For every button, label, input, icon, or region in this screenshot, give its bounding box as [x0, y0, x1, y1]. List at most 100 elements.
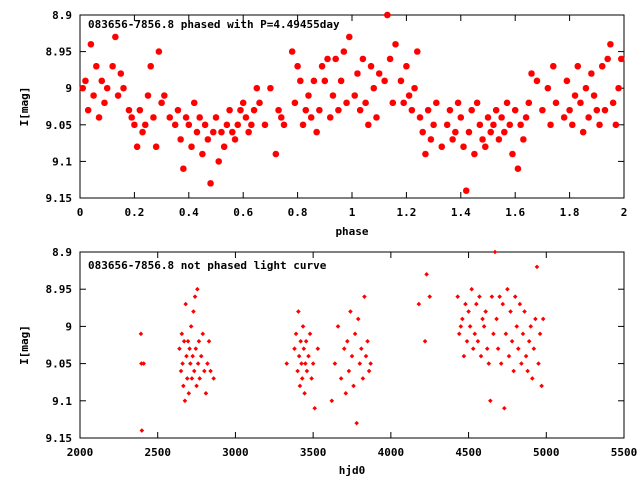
panel1-x-tick-label: 1.4 [451, 206, 471, 219]
panel2-data-point [520, 331, 526, 337]
panel2-data-point [531, 346, 537, 352]
panel1-data-point [373, 114, 380, 121]
panel1-data-point [367, 63, 375, 70]
panel1-data-point [446, 106, 454, 114]
panel2-data-point [310, 361, 316, 366]
panel1-data-point [424, 106, 432, 114]
panel2-data-point [205, 361, 210, 366]
panel1-data-point [454, 99, 462, 107]
panel2-data-point [516, 346, 521, 352]
panel2-data-point [519, 361, 524, 366]
panel1-data-point [142, 121, 149, 128]
panel1-data-point [593, 106, 600, 114]
panel1-data-point [329, 92, 337, 99]
panel1-data-point [133, 143, 141, 150]
panel2-data-point [470, 346, 476, 352]
panel1-data-point [588, 70, 595, 77]
panel2-data-point [192, 294, 198, 299]
panel1-x-tick-label: 0 [77, 206, 84, 219]
panel1-data-point [400, 99, 407, 107]
panel1-data-point [517, 121, 524, 128]
panel2-data-point [195, 361, 201, 366]
panel2-data-point [539, 383, 544, 389]
panel2-data-point [306, 353, 311, 359]
panel1-data-point [250, 106, 258, 114]
panel1-data-point [618, 55, 625, 63]
panel1-data-point [305, 92, 312, 99]
panel1-data-point [351, 92, 358, 99]
panel2-data-point [292, 346, 297, 352]
panel1-data-point [389, 99, 396, 107]
panel1-data-point [438, 143, 445, 150]
panel2-data-point [466, 309, 471, 314]
panel2-data-point [502, 405, 507, 411]
panel1-data-point [261, 121, 269, 128]
panel1-data-point [316, 106, 323, 114]
panel1-data-point [294, 63, 301, 70]
panel1-data-point [522, 114, 530, 121]
panel2-x-tick-label: 2000 [67, 446, 94, 459]
panel2-x-tick-label: 4000 [378, 446, 405, 459]
panel2-data-point [455, 294, 460, 299]
panel1-data-point [604, 55, 611, 63]
panel2-data-point [494, 316, 499, 322]
panel2-data-point [488, 398, 493, 404]
panel1-data-point [566, 106, 573, 114]
panel1-data-point [215, 158, 222, 165]
panel1-data-point [512, 106, 519, 114]
panel2-data-point [481, 324, 487, 329]
panel2-x-tick-label: 5500 [611, 446, 638, 459]
panel1-data-point [172, 121, 179, 128]
panel1-data-point [460, 143, 467, 150]
panel1-data-point [560, 114, 568, 121]
panel2-data-point [329, 398, 335, 404]
panel2-y-tick-label: 9 [65, 320, 72, 333]
panel2-x-tick-label: 3500 [300, 446, 327, 459]
panel1-data-point [577, 99, 584, 107]
panel2-data-point [186, 391, 192, 396]
panel1-data-point [196, 114, 203, 121]
panel1-x-tick-label: 1.6 [505, 206, 525, 219]
panel2-data-point [309, 376, 314, 381]
panel2-data-point [475, 338, 481, 344]
panel2-chart-title: 083656-7856.8 not phased light curve [88, 259, 327, 272]
panel1-data-point [419, 128, 426, 136]
panel2-data-point [302, 391, 307, 396]
panel2-data-point [349, 353, 355, 359]
panel2-data-point [183, 301, 188, 307]
panel1-data-point [245, 128, 252, 136]
panel2-data-point [188, 324, 194, 329]
panel1-x-tick-label: 1.8 [560, 206, 580, 219]
panel1-data-point [498, 114, 505, 121]
panel2-x-tick-label: 3000 [222, 446, 249, 459]
panel1-data-point [177, 136, 184, 143]
panel1-data-point [182, 114, 190, 121]
panel1-data-point [444, 121, 451, 128]
panel1-data-point [226, 106, 233, 114]
panel2-data-point [178, 368, 184, 374]
panel2-data-point [312, 405, 317, 411]
panel1-data-point [201, 121, 209, 128]
panel2-data-point [193, 346, 199, 352]
panel1-data-point [476, 121, 484, 128]
panel2-data-point [458, 324, 464, 329]
panel1-data-point [204, 136, 212, 143]
panel1-data-point [484, 114, 492, 121]
panel1-data-point [533, 77, 541, 85]
panel1-data-point [82, 77, 89, 85]
panel1-data-point [449, 136, 456, 143]
panel2-data-point [528, 324, 534, 329]
panel1-data-point [386, 55, 394, 63]
panel2-data-point [359, 346, 364, 352]
panel1-data-point [139, 128, 146, 136]
panel2-data-point [196, 338, 202, 344]
panel1-data-point [452, 128, 459, 136]
panel1-data-point [416, 114, 424, 121]
panel2-data-point [211, 376, 216, 381]
panel1-data-point [343, 99, 350, 107]
panel2-data-point [303, 361, 308, 366]
panel1-data-point [229, 128, 236, 136]
panel1-data-point [150, 114, 157, 121]
panel2-data-point [416, 301, 422, 307]
panel2-data-point [478, 353, 484, 359]
